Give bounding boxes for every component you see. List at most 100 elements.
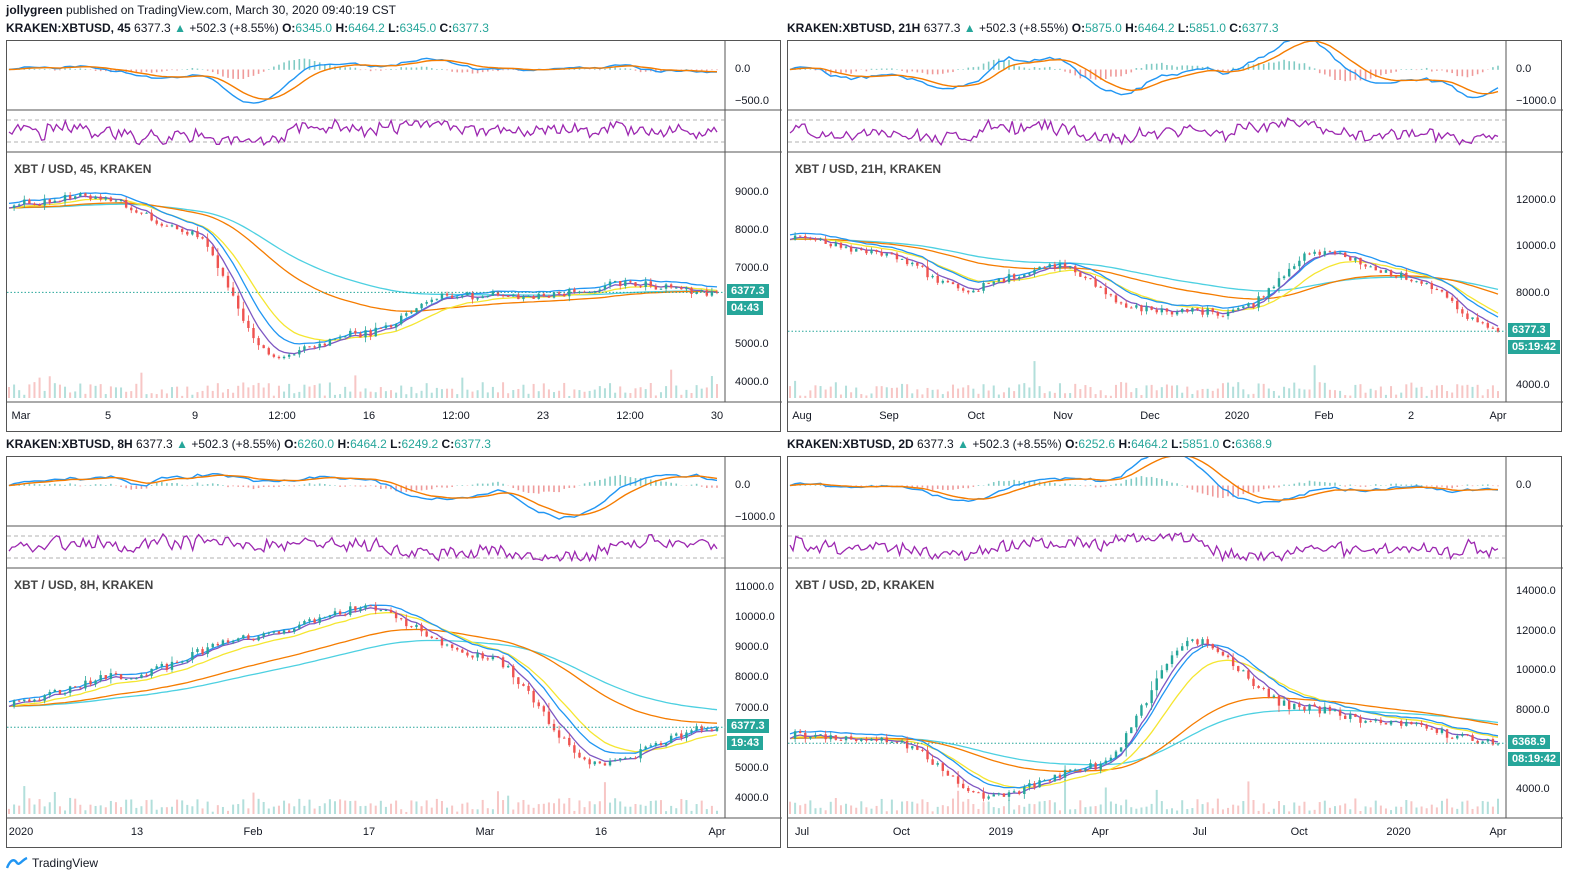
last-price-tag[interactable]: 6377.3 [727, 719, 769, 734]
volume-bar [860, 394, 863, 398]
volume-bar [665, 386, 668, 398]
bar-countdown-tag: 08:19:42 [1508, 752, 1561, 767]
volume-bar [1481, 395, 1484, 398]
candle [476, 649, 479, 662]
candle [12, 699, 16, 709]
volume-bar [313, 808, 316, 814]
candle [1226, 653, 1230, 659]
volume-bar [716, 384, 718, 398]
volume-bar [155, 809, 158, 814]
macd-histogram-bar [1099, 485, 1102, 488]
candle [359, 331, 362, 338]
volume-bar [277, 805, 280, 814]
candle [1191, 307, 1194, 315]
macd-histogram-bar [711, 485, 713, 488]
macd-histogram-bar [916, 69, 919, 73]
macd-histogram-bar [891, 68, 893, 70]
candle [1262, 686, 1265, 691]
macd-histogram-bar [1222, 485, 1224, 499]
candle [1221, 315, 1225, 318]
volume-bar [486, 808, 489, 814]
macd-histogram-bar [942, 69, 944, 74]
volume-bar [522, 799, 525, 814]
chart-canvas[interactable] [788, 41, 1563, 433]
candle [860, 738, 863, 743]
last-price-tag[interactable]: 6377.3 [1508, 323, 1550, 338]
last-price-tag[interactable]: 6377.3 [727, 284, 769, 299]
volume-bar [1446, 391, 1449, 398]
chart-canvas[interactable] [7, 457, 782, 849]
candle [53, 198, 57, 204]
candle [997, 278, 1001, 284]
volume-bar [1125, 799, 1128, 814]
macd-histogram-bar [957, 485, 959, 489]
macd-histogram-bar [430, 485, 433, 490]
volume-bar [860, 801, 863, 814]
macd-histogram-bar [706, 485, 708, 489]
candle [1191, 638, 1194, 643]
candle [1466, 310, 1469, 321]
macd-histogram-bar [1430, 69, 1433, 72]
last-price-tag[interactable]: 6368.9 [1508, 735, 1550, 750]
macd-histogram-bar [665, 481, 667, 486]
tradingview-footer[interactable]: TradingView [6, 856, 98, 870]
price-axis-tick: 8000.0 [1516, 286, 1550, 299]
volume-bar [135, 383, 138, 398]
ohlc-label-h: H: [1125, 21, 1138, 35]
macd-histogram-bar [1354, 69, 1357, 80]
candle [542, 292, 546, 298]
macd-histogram-bar [339, 67, 341, 70]
candle [1231, 307, 1235, 314]
macd-histogram-bar [660, 481, 662, 486]
author-name[interactable]: jollygreen [6, 3, 63, 17]
volume-bar [359, 391, 362, 398]
ohlc-label-o: O: [1071, 21, 1086, 35]
volume-bar [140, 806, 143, 814]
volume-bar [211, 811, 214, 814]
candle [109, 668, 113, 684]
candle [1023, 274, 1026, 278]
candle [911, 745, 914, 751]
volume-bar [1130, 392, 1133, 398]
candle [359, 606, 362, 613]
candle [277, 355, 281, 360]
volume-bar [710, 805, 713, 814]
candle [690, 728, 693, 735]
candle [145, 672, 148, 677]
macd-histogram-bar [283, 485, 285, 486]
volume-bar [191, 806, 194, 814]
time-axis-tick: 13 [130, 826, 144, 838]
candle [323, 616, 326, 619]
macd-histogram-bar [675, 483, 678, 486]
macd-histogram-bar [135, 69, 138, 73]
candle [961, 779, 965, 789]
macd-histogram-bar [977, 66, 980, 70]
candle [400, 313, 403, 326]
candle [364, 326, 367, 343]
candle [680, 285, 683, 290]
macd-histogram-bar [609, 476, 611, 486]
candle [936, 272, 939, 285]
volume-bar [430, 392, 433, 398]
candle [608, 758, 612, 767]
candle [659, 288, 663, 290]
candle [400, 617, 403, 621]
macd-histogram-bar [1171, 65, 1173, 70]
candle [961, 287, 965, 293]
macd-histogram-bar [69, 483, 71, 486]
candle [1201, 637, 1204, 648]
candle [1242, 305, 1245, 309]
chart-canvas[interactable] [788, 457, 1563, 849]
macd-axis-tick: 0.0 [1516, 478, 1532, 491]
volume-bar [79, 383, 82, 398]
volume-bar [1069, 809, 1072, 814]
candle [374, 322, 377, 337]
macd-histogram-bar [875, 68, 878, 70]
candle [1160, 304, 1164, 316]
volume-bar [170, 387, 173, 398]
volume-bar [1313, 365, 1316, 398]
chart-canvas[interactable] [7, 41, 782, 433]
volume-bar [293, 806, 296, 814]
volume-bar [1089, 806, 1092, 814]
volume-bar [390, 390, 393, 398]
